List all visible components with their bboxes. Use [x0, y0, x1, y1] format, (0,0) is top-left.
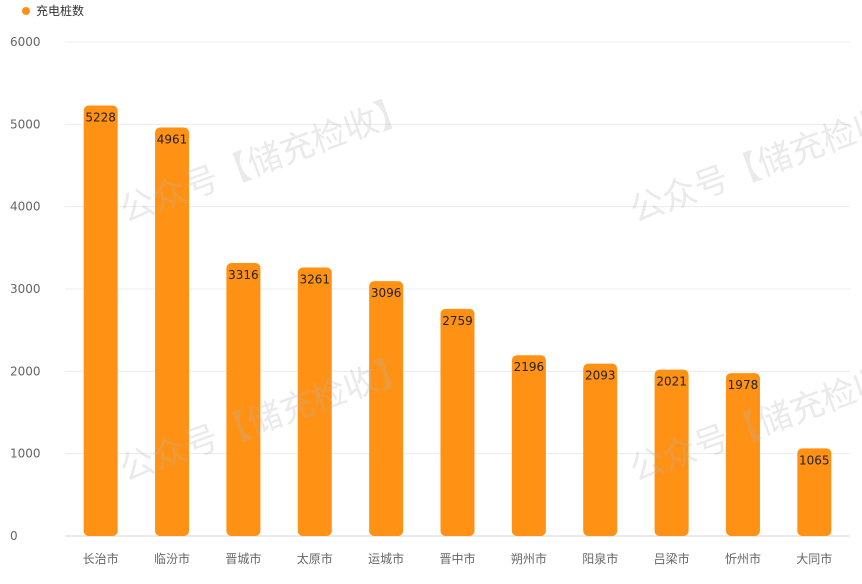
bar	[725, 373, 760, 536]
data-label: 2021	[656, 375, 687, 389]
data-label: 2196	[514, 360, 545, 374]
x-tick-label: 临汾市	[154, 551, 190, 566]
y-tick-label: 4000	[10, 200, 41, 214]
data-label: 3316	[228, 268, 259, 282]
bar	[297, 267, 332, 536]
x-tick-label: 忻州市	[725, 551, 761, 566]
legend-marker	[22, 6, 30, 15]
y-tick-label: 3000	[10, 282, 41, 296]
x-tick-label: 阳泉市	[582, 551, 618, 566]
bar	[797, 448, 832, 536]
data-label: 1065	[799, 453, 830, 467]
x-tick-label: 运城市	[368, 551, 404, 566]
data-label: 3261	[299, 273, 330, 287]
bar	[583, 363, 618, 536]
x-tick-label: 朔州市	[511, 551, 547, 566]
x-tick-label: 长治市	[83, 551, 119, 566]
bar	[440, 308, 475, 536]
y-tick-label: 6000	[10, 35, 41, 49]
data-label: 3096	[371, 286, 402, 300]
data-labels: 5228 4961 3316 3261 3096 2759 2196 2093 2021 1978…	[85, 111, 829, 468]
x-tick-label: 太原市	[297, 551, 333, 566]
data-label: 5228	[85, 111, 116, 125]
data-label: 4961	[157, 133, 188, 147]
data-label: 1978	[728, 378, 759, 392]
bar	[369, 281, 404, 536]
y-tick-label: 2000	[10, 364, 41, 378]
bar	[511, 355, 546, 536]
x-tick-label: 晋城市	[225, 551, 261, 566]
x-tick-label: 吕梁市	[654, 551, 690, 566]
bar	[83, 105, 118, 536]
x-axis: 长治市 临汾市 晋城市 太原市 运城市 晋中市 朔州市 阳泉市 吕梁市 忻州市 大同市	[83, 551, 833, 566]
bar	[155, 127, 190, 536]
x-tick-label: 大同市	[796, 551, 832, 566]
legend-label: 充电桩数	[36, 4, 85, 18]
y-axis: 0 1000 2000 3000 4000 5000 6000	[10, 35, 41, 543]
legend: 充电桩数	[22, 2, 84, 19]
data-label: 2759	[442, 314, 473, 328]
y-tick-label: 0	[10, 529, 18, 543]
bars	[83, 105, 832, 536]
bar	[654, 369, 689, 536]
data-label: 2093	[585, 369, 616, 383]
x-tick-label: 晋中市	[439, 551, 475, 566]
bar	[226, 262, 261, 536]
y-tick-label: 5000	[10, 117, 41, 131]
y-tick-label: 1000	[10, 447, 41, 461]
